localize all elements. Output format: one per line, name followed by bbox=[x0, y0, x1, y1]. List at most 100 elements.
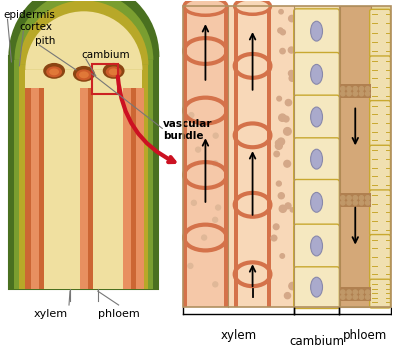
Circle shape bbox=[359, 92, 364, 96]
Circle shape bbox=[277, 96, 281, 101]
Circle shape bbox=[347, 196, 351, 200]
FancyBboxPatch shape bbox=[294, 9, 339, 54]
Circle shape bbox=[202, 235, 206, 240]
Bar bbox=[130, 88, 136, 289]
Circle shape bbox=[277, 181, 281, 186]
Ellipse shape bbox=[103, 63, 125, 79]
Text: cortex: cortex bbox=[19, 22, 52, 32]
Text: cambium: cambium bbox=[289, 335, 344, 348]
Circle shape bbox=[283, 116, 289, 122]
Circle shape bbox=[353, 87, 357, 91]
Text: phloem: phloem bbox=[343, 329, 387, 342]
Ellipse shape bbox=[109, 68, 119, 75]
Circle shape bbox=[359, 87, 364, 91]
Circle shape bbox=[274, 151, 279, 157]
Circle shape bbox=[213, 161, 217, 166]
Circle shape bbox=[359, 290, 364, 294]
Bar bbox=[25, 70, 142, 289]
Text: xylem: xylem bbox=[221, 329, 257, 342]
Circle shape bbox=[289, 282, 296, 290]
Circle shape bbox=[353, 92, 357, 96]
Circle shape bbox=[216, 205, 221, 210]
Circle shape bbox=[289, 75, 295, 81]
FancyBboxPatch shape bbox=[294, 138, 339, 182]
Circle shape bbox=[366, 290, 370, 294]
Wedge shape bbox=[9, 0, 158, 56]
Circle shape bbox=[341, 87, 345, 91]
Bar bbox=[228, 6, 294, 307]
Bar bbox=[88, 88, 93, 289]
Circle shape bbox=[347, 87, 351, 91]
Ellipse shape bbox=[73, 66, 95, 82]
Circle shape bbox=[285, 203, 291, 209]
Bar bbox=[80, 88, 88, 289]
Circle shape bbox=[359, 196, 364, 200]
Bar bbox=[268, 6, 271, 307]
FancyBboxPatch shape bbox=[370, 279, 390, 308]
FancyBboxPatch shape bbox=[294, 224, 339, 269]
Bar bbox=[340, 193, 371, 207]
Bar bbox=[340, 6, 371, 307]
Circle shape bbox=[290, 208, 294, 212]
Circle shape bbox=[279, 10, 283, 14]
Circle shape bbox=[353, 290, 357, 294]
Circle shape bbox=[288, 71, 294, 76]
FancyBboxPatch shape bbox=[370, 101, 390, 146]
Text: bundle: bundle bbox=[163, 131, 204, 141]
Circle shape bbox=[281, 30, 285, 35]
Bar bbox=[339, 6, 392, 307]
Bar bbox=[224, 6, 228, 307]
Circle shape bbox=[277, 138, 284, 145]
Circle shape bbox=[284, 160, 290, 167]
Bar bbox=[183, 6, 228, 307]
Ellipse shape bbox=[310, 236, 323, 256]
Circle shape bbox=[347, 295, 351, 299]
Bar bbox=[25, 88, 31, 289]
Circle shape bbox=[359, 200, 364, 205]
FancyBboxPatch shape bbox=[370, 234, 390, 280]
Circle shape bbox=[278, 193, 284, 199]
Wedge shape bbox=[19, 0, 149, 65]
Ellipse shape bbox=[310, 277, 323, 297]
Bar bbox=[123, 88, 130, 289]
Text: epidermis: epidermis bbox=[4, 10, 56, 20]
Ellipse shape bbox=[43, 63, 65, 79]
FancyBboxPatch shape bbox=[370, 56, 390, 102]
Ellipse shape bbox=[79, 71, 89, 78]
FancyBboxPatch shape bbox=[294, 95, 339, 140]
Bar bbox=[340, 287, 371, 301]
Wedge shape bbox=[25, 11, 142, 70]
FancyBboxPatch shape bbox=[294, 179, 339, 226]
FancyBboxPatch shape bbox=[370, 190, 390, 236]
Bar bbox=[294, 6, 339, 307]
Circle shape bbox=[285, 100, 292, 106]
Bar bbox=[19, 65, 149, 289]
Bar bbox=[340, 84, 371, 98]
Circle shape bbox=[366, 87, 370, 91]
Text: phloem: phloem bbox=[98, 309, 139, 319]
Ellipse shape bbox=[49, 68, 59, 75]
Circle shape bbox=[191, 200, 196, 205]
Ellipse shape bbox=[310, 149, 323, 169]
Circle shape bbox=[284, 127, 291, 135]
Circle shape bbox=[347, 200, 351, 205]
Bar bbox=[183, 6, 187, 307]
Circle shape bbox=[273, 224, 279, 229]
FancyBboxPatch shape bbox=[370, 9, 390, 57]
Circle shape bbox=[347, 92, 351, 96]
Circle shape bbox=[275, 142, 282, 149]
Ellipse shape bbox=[310, 107, 323, 127]
Circle shape bbox=[279, 205, 286, 212]
Circle shape bbox=[366, 196, 370, 200]
Circle shape bbox=[353, 196, 357, 200]
Bar bbox=[136, 88, 145, 289]
Circle shape bbox=[279, 114, 286, 121]
Circle shape bbox=[284, 292, 290, 299]
Bar bbox=[9, 56, 158, 289]
Circle shape bbox=[341, 196, 345, 200]
Circle shape bbox=[341, 295, 345, 299]
Ellipse shape bbox=[106, 66, 122, 77]
Circle shape bbox=[188, 263, 193, 268]
Ellipse shape bbox=[46, 66, 62, 77]
Circle shape bbox=[289, 15, 295, 22]
